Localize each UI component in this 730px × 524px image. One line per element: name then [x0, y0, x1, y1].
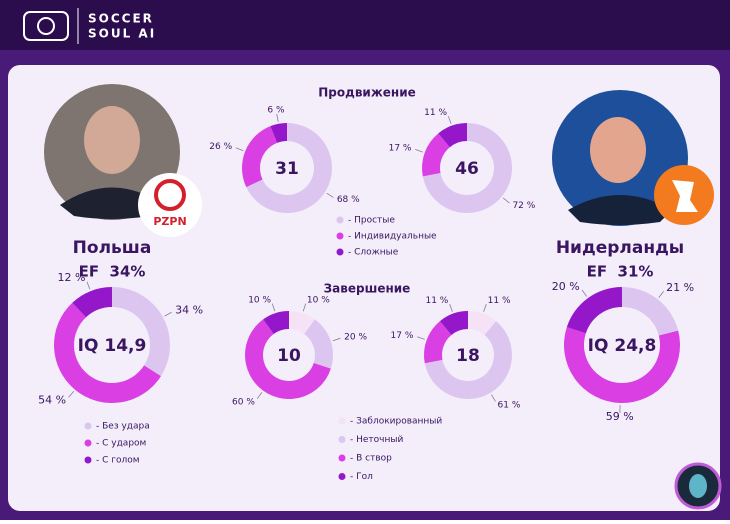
- value-label: 61 %: [498, 400, 521, 410]
- value-label: 10 %: [307, 295, 330, 305]
- legend-label: - Простые: [348, 216, 395, 226]
- face: [590, 117, 646, 183]
- legend-marker: [337, 217, 344, 224]
- legend-label: - С ударом: [96, 439, 146, 449]
- value-label: 11 %: [488, 296, 511, 306]
- avatar-face: [689, 474, 707, 498]
- value-label: 54 %: [38, 393, 66, 406]
- legend-label: - В створ: [350, 454, 392, 464]
- legend-marker: [85, 423, 92, 430]
- value-label: 20 %: [552, 280, 580, 293]
- value-label: 20 %: [344, 333, 367, 343]
- value-label: 72 %: [512, 201, 535, 211]
- legend-marker: [339, 418, 346, 425]
- value-label: 34 %: [175, 303, 203, 316]
- center-label: 31: [275, 159, 299, 179]
- value-label: 11 %: [424, 108, 447, 118]
- value-label: 59 %: [606, 410, 634, 423]
- legend-label: - Без удара: [96, 422, 150, 432]
- legend-label: - Неточный: [350, 435, 403, 445]
- value-label: 60 %: [232, 397, 255, 407]
- face: [84, 106, 140, 174]
- legend-marker: [339, 436, 346, 443]
- legend-label: - Индивидуальные: [348, 232, 437, 242]
- legend-label: - Сложные: [348, 248, 399, 258]
- team-ef: EF 34%: [79, 263, 146, 281]
- value-label: 11 %: [425, 296, 448, 306]
- center-label: 10: [277, 346, 301, 366]
- center-label: 18: [456, 346, 480, 366]
- brand-text: SOCCER: [88, 12, 154, 26]
- legend-label: - Заблокированный: [350, 417, 442, 427]
- legend-marker: [337, 233, 344, 240]
- legend-label: - С голом: [96, 456, 140, 466]
- value-label: 12 %: [58, 271, 86, 284]
- legend-marker: [339, 473, 346, 480]
- center-label: 46: [455, 159, 479, 179]
- legend-marker: [337, 249, 344, 256]
- value-label: 17 %: [389, 144, 412, 154]
- value-label: 21 %: [666, 281, 694, 294]
- team-ef: EF 31%: [587, 263, 654, 281]
- value-label: 26 %: [209, 142, 232, 152]
- team-name: Нидерланды: [556, 238, 684, 258]
- value-label: 6 %: [267, 106, 285, 116]
- center-label: IQ 14,9: [78, 336, 147, 356]
- section-title: Продвижение: [318, 86, 416, 100]
- value-label: 10 %: [248, 295, 271, 305]
- team-name: Польша: [73, 238, 152, 258]
- value-label: 17 %: [391, 331, 414, 341]
- value-label: 68 %: [337, 195, 360, 205]
- legend-marker: [85, 457, 92, 464]
- legend-label: - Гол: [350, 472, 373, 482]
- avatar: [676, 464, 720, 508]
- legend-marker: [339, 455, 346, 462]
- section-title: Завершение: [324, 282, 411, 296]
- badge-text: PZPN: [153, 215, 186, 228]
- center-label: IQ 24,8: [588, 336, 657, 356]
- brand-text: SOUL AI: [88, 27, 156, 41]
- legend-marker: [85, 440, 92, 447]
